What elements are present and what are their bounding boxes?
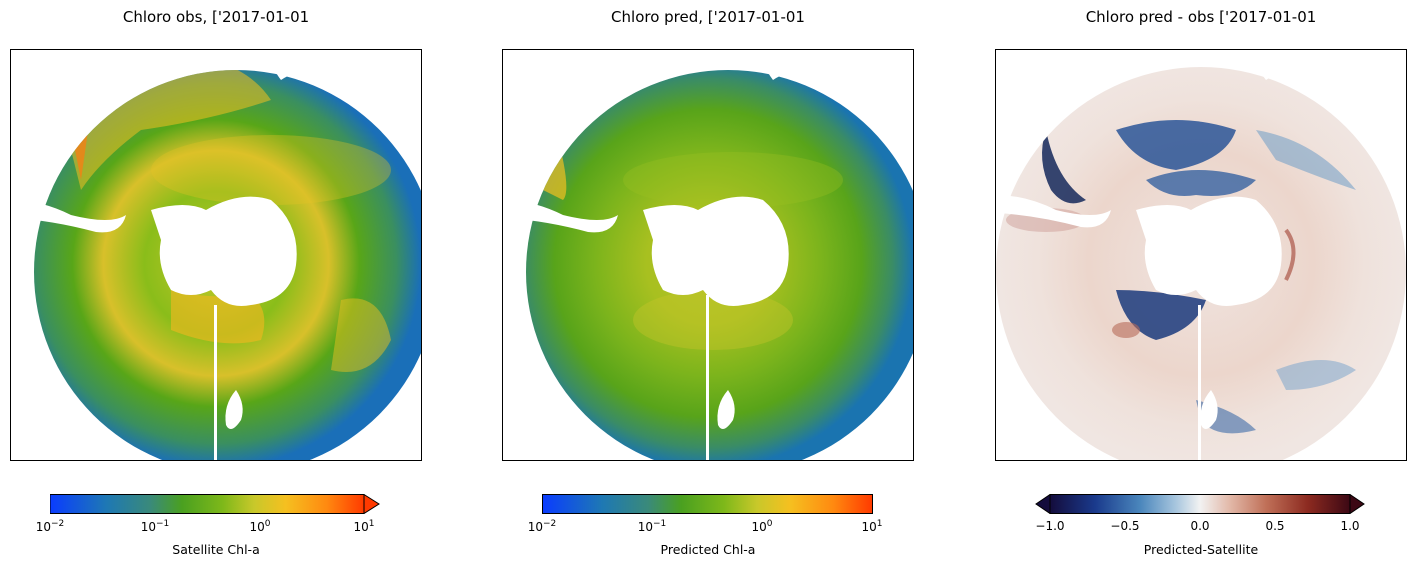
colorbar-tick: 10−2 (35, 519, 65, 534)
colorbar-tick: 101 (861, 519, 883, 534)
map-chloro-obs (10, 49, 422, 461)
chlorophyll-field (526, 70, 913, 460)
colorbar-tick: −1.0 (1035, 519, 1065, 533)
colorbar-label: Predicted-Satellite (1143, 542, 1259, 557)
colorbar-obs: 10−2 10−1 100 101 Satellite Chl-a (10, 494, 422, 564)
land-mask (503, 50, 913, 460)
colorbar-tick: 0.5 (1265, 519, 1285, 533)
land-mask (11, 50, 421, 460)
colorbar-tick: 100 (249, 519, 271, 534)
colorbar-diff: −1.0 −0.5 0.0 0.5 1.0 Predicted-Satellit… (995, 494, 1407, 564)
colorbar-tick: 10−1 (637, 519, 667, 534)
colorbar-tick: 1.0 (1340, 519, 1360, 533)
panel-title: Chloro pred - obs ['2017-01-01 (1085, 8, 1317, 26)
panel-title: Chloro obs, ['2017-01-01 (122, 8, 310, 26)
colorbar-gradient (542, 494, 873, 514)
colorbar-label: Satellite Chl-a (172, 542, 260, 557)
colorbar-gradient (1035, 494, 1365, 514)
polar-map (11, 50, 421, 460)
colorbar-tick: 101 (353, 519, 375, 534)
colorbar-tick: 0.0 (1190, 519, 1210, 533)
panel-chloro-diff: Chloro pred - obs ['2017-01-01 (995, 0, 1407, 569)
colorbar-tick: 10−1 (140, 519, 170, 534)
map-chloro-pred (502, 49, 914, 461)
colorbar-pred: 10−2 10−1 100 101 Predicted Chl-a (502, 494, 914, 564)
polar-map (503, 50, 913, 460)
polar-map (996, 50, 1406, 460)
land-mask (996, 50, 1406, 460)
colorbar-tick: 10−2 (527, 519, 557, 534)
map-chloro-diff (995, 49, 1407, 461)
colorbar-tick: −0.5 (1110, 519, 1140, 533)
colorbar-tick: 100 (751, 519, 773, 534)
panel-chloro-obs: Chloro obs, ['2017-01-01 (10, 0, 422, 569)
panel-title: Chloro pred, ['2017-01-01 (611, 8, 805, 26)
panel-chloro-pred: Chloro pred, ['2017-01-01 (502, 0, 914, 569)
colorbar-gradient (50, 494, 380, 514)
colorbar-label: Predicted Chl-a (660, 542, 756, 557)
